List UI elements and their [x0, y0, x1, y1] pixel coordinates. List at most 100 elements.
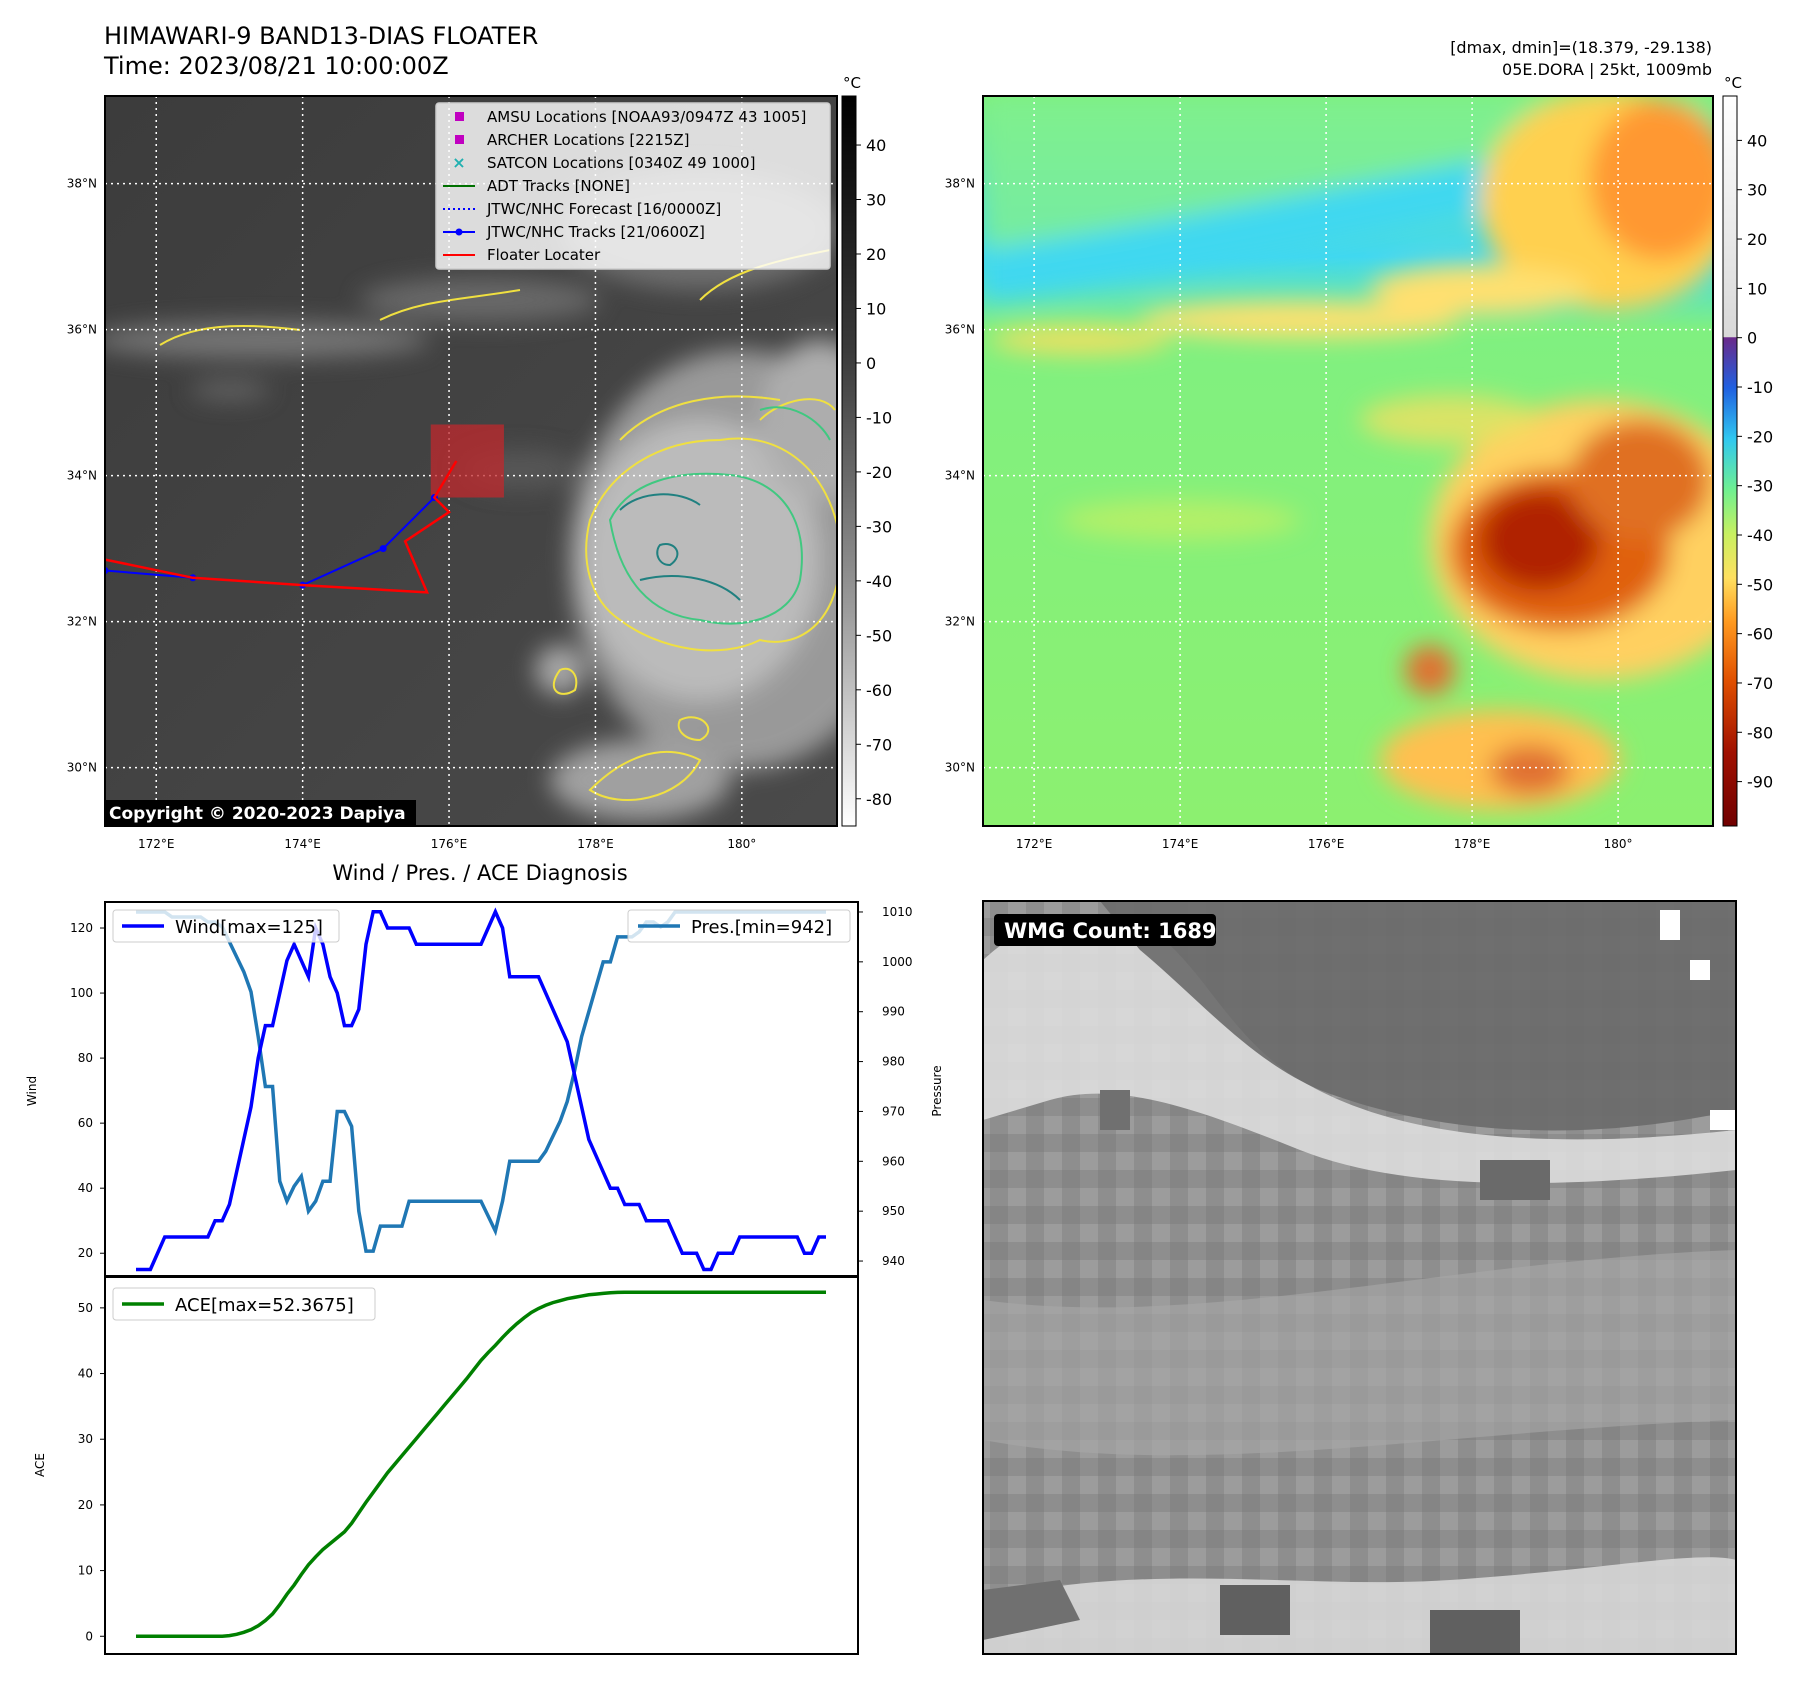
- map-lat-tick-label: 30°N: [945, 761, 975, 775]
- colorbar-tick-label: 0: [1747, 329, 1757, 348]
- colorbar-tick-label: -50: [866, 626, 892, 645]
- wind-tick-label: 20: [78, 1246, 93, 1260]
- map-lon-tick-label: 172°E: [1016, 837, 1053, 851]
- legend-item: ADT Tracks [NONE]: [443, 177, 630, 195]
- gray-colorbar: [841, 95, 857, 827]
- wind-tick-label: 80: [78, 1051, 93, 1065]
- wmg-count-label: WMG Count: 1689: [1004, 919, 1217, 943]
- colorbar-tick-label: -20: [866, 463, 892, 482]
- wind-legend-box: [112, 909, 340, 943]
- enhanced-ir-map-panel: [983, 96, 1713, 826]
- pressure-axis-label: Pressure: [930, 1065, 944, 1116]
- ace-tick-label: 30: [78, 1432, 93, 1446]
- floater-track-line: [105, 460, 458, 594]
- legend-label: AMSU Locations [NOAA93/0947Z 43 1005]: [487, 108, 806, 126]
- ace-tick-label: 50: [78, 1301, 93, 1315]
- pressure-tick-label: 940: [882, 1254, 905, 1268]
- wind-tick-label: 100: [70, 986, 93, 1000]
- pressure-tick-label: 980: [882, 1055, 905, 1069]
- pressure-legend-label: Pres.[min=942]: [691, 917, 832, 938]
- map-lat-tick-label: 36°N: [945, 323, 975, 337]
- ace-series-line: [136, 1290, 826, 1639]
- legend-label: JTWC/NHC Tracks [21/0600Z]: [486, 223, 705, 241]
- legend-label: SATCON Locations [0340Z 49 1000]: [487, 154, 755, 172]
- colorbar-tick-label: 40: [1747, 131, 1767, 150]
- dmax-dmin-label: [dmax, dmin]=(18.379, -29.138): [1450, 38, 1712, 57]
- legend-item: Floater Locater: [443, 246, 601, 264]
- map-lon-tick-label: 176°E: [1308, 837, 1345, 851]
- legend-label: ARCHER Locations [2215Z]: [487, 131, 690, 149]
- colorbar-tick-label: 30: [1747, 181, 1767, 200]
- legend-item: × SATCON Locations [0340Z 49 1000]: [452, 153, 755, 172]
- color-colorbar-unit: °C: [1724, 74, 1742, 92]
- wind-series-line: [136, 907, 826, 1272]
- colorbar-tick-label: -70: [1747, 674, 1773, 693]
- ace-axis-label: ACE: [33, 1453, 47, 1477]
- map-lat-tick-label: 34°N: [67, 469, 97, 483]
- colorbar-tick-label: 40: [866, 136, 886, 155]
- pressure-tick-label: 950: [882, 1204, 905, 1218]
- map-lat-tick-label: 36°N: [67, 323, 97, 337]
- wind-legend-label: Wind[max=125]: [175, 917, 323, 938]
- legend-item: AMSU Locations [NOAA93/0947Z 43 1005]: [455, 108, 806, 126]
- map-lat-tick-label: 38°N: [945, 177, 975, 191]
- colorbar-tick-label: -10: [1747, 378, 1773, 397]
- ace-legend-label: ACE[max=52.3675]: [175, 1295, 354, 1316]
- map-lon-tick-label: 174°E: [284, 837, 321, 851]
- wind-pressure-chart: 20 40 60 80 100 120 940 950 960 970 980 990 1000 1010…: [25, 901, 944, 1277]
- colorbar-tick-label: -60: [1747, 625, 1773, 644]
- pressure-tick-label: 1000: [882, 955, 913, 969]
- wind-axis-label: Wind: [25, 1076, 39, 1106]
- gray-colorbar-unit: °C: [843, 74, 861, 92]
- ace-tick-label: 40: [78, 1367, 93, 1381]
- map-legend: AMSU Locations [NOAA93/0947Z 43 1005] ARC…: [435, 102, 831, 270]
- legend-x-icon: ×: [452, 153, 465, 172]
- storm-info: 05E.DORA | 25kt, 1009mb: [1502, 60, 1712, 79]
- legend-item: ARCHER Locations [2215Z]: [455, 131, 690, 149]
- colorbar-tick-label: -90: [1747, 773, 1773, 792]
- colorbar-tick-label: -20: [1747, 427, 1773, 446]
- map-lon-tick-label: 178°E: [1454, 837, 1491, 851]
- pressure-tick-label: 1010: [882, 905, 913, 919]
- legend-square-icon: [455, 135, 464, 144]
- colorbar-tick-label: -30: [866, 517, 892, 536]
- wind-tick-label: 60: [78, 1116, 93, 1130]
- colorbar-tick-label: -10: [866, 408, 892, 427]
- colorbar-tick-label: -30: [1747, 477, 1773, 496]
- color-colorbar: [1722, 95, 1738, 827]
- map-lat-tick-label: 32°N: [945, 615, 975, 629]
- legend-dot-icon: [455, 228, 463, 236]
- diagnosis-title: Wind / Pres. / ACE Diagnosis: [332, 861, 627, 885]
- colorbar-tick-label: -80: [866, 790, 892, 809]
- wind-tick-label: 120: [70, 921, 93, 935]
- copyright-label: Copyright © 2020-2023 Dapiya: [109, 804, 406, 824]
- map-lat-tick-label: 34°N: [945, 469, 975, 483]
- colorbar-tick-label: 30: [866, 191, 886, 210]
- colorbar-tick-label: 0: [866, 354, 876, 373]
- colorbar-tick-label: -80: [1747, 723, 1773, 742]
- colorbar-tick-label: -40: [1747, 526, 1773, 545]
- wmg-panel: [983, 901, 1736, 1654]
- pressure-tick-label: 970: [882, 1104, 905, 1118]
- colorbar-tick-label: 10: [1747, 279, 1767, 298]
- colorbar-tick-label: -70: [866, 735, 892, 754]
- legend-label: JTWC/NHC Forecast [16/0000Z]: [486, 200, 721, 218]
- map-lon-tick-label: 176°E: [431, 837, 468, 851]
- map-lon-tick-label: 180°: [727, 837, 756, 851]
- map-lat-tick-label: 32°N: [67, 615, 97, 629]
- map-lon-tick-label: 174°E: [1162, 837, 1199, 851]
- map-lon-tick-label: 178°E: [577, 837, 614, 851]
- ace-chart: 0 10 20 30 40 50 ACE[max=52.3675] ACE: [33, 1276, 859, 1655]
- pressure-tick-label: 960: [882, 1154, 905, 1168]
- map-lon-tick-label: 180°: [1604, 837, 1633, 851]
- ace-tick-label: 0: [85, 1629, 93, 1643]
- colorbar-tick-label: -50: [1747, 575, 1773, 594]
- colorbar-tick-label: -60: [866, 681, 892, 700]
- jtwc-track-point: [379, 545, 387, 553]
- legend-square-icon: [455, 112, 464, 121]
- legend-item: JTWC/NHC Forecast [16/0000Z]: [443, 200, 721, 218]
- legend-item: JTWC/NHC Tracks [21/0600Z]: [443, 223, 705, 241]
- map-lat-tick-label: 30°N: [67, 761, 97, 775]
- ace-tick-label: 20: [78, 1498, 93, 1512]
